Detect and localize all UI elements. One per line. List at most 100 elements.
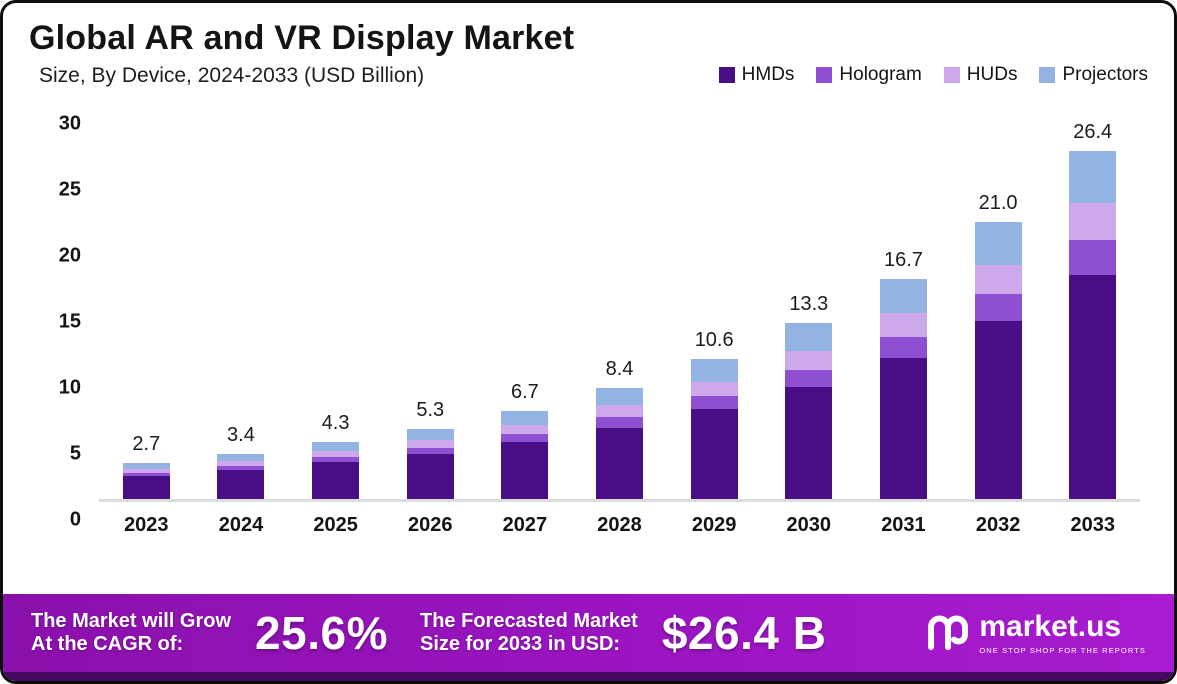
bar-segment-huds-2028	[596, 405, 644, 418]
bar-segment-huds-2023	[122, 468, 170, 473]
x-tick-2031: 2031	[881, 514, 926, 536]
brand-name: market.us	[979, 609, 1122, 643]
x-tick-2025: 2025	[313, 514, 358, 536]
cagr-value: 25.6%	[255, 607, 388, 659]
y-tick-0: 0	[69, 508, 81, 531]
bar-segment-huds-2032	[974, 265, 1022, 295]
cagr-label: The Market will Grow At the CAGR of:	[31, 610, 231, 656]
bar-segment-hmds-2024	[217, 469, 265, 499]
bar-segment-hologram-2027	[501, 434, 549, 443]
bar-segment-hologram-2029	[690, 396, 738, 410]
bar-segment-projectors-2025	[312, 442, 360, 451]
bar-total-label-2030: 13.3	[789, 293, 829, 316]
footer-bottom-strip	[3, 672, 1174, 681]
brand-block: market.us ONE STOP SHOP FOR THE REPORTS	[925, 611, 1146, 656]
cagr-label-line2: At the CAGR of:	[31, 633, 184, 655]
bar-segment-huds-2033	[1069, 203, 1117, 241]
x-tick-2027: 2027	[502, 514, 548, 536]
bar-segment-huds-2030	[785, 351, 833, 370]
bar-column-2028: 8.4	[572, 358, 667, 499]
bar-total-label-2033: 26.4	[1073, 120, 1113, 143]
x-tick-2033: 2033	[1070, 514, 1115, 536]
y-tick-10: 10	[58, 376, 81, 399]
bar-segment-hologram-2026	[406, 447, 454, 455]
chart-area: 0 5 10 15 20 25 30 2.7 3.4 4.3 5.3 6.7 8.4 10.6 13.3 1…	[59, 106, 1140, 531]
x-axis: 2023 2024 2025 2026 2027 2028 2029 2030 2031 2032…	[99, 514, 1140, 537]
bar-segment-hmds-2027	[501, 442, 549, 499]
bars-container: 2.7 3.4 4.3 5.3 6.7 8.4 10.6 13.3 16.7 21.0 26.4	[99, 106, 1140, 499]
bar-segment-projectors-2027	[501, 410, 549, 426]
bar-stack-2023	[122, 463, 170, 499]
marketus-logo-icon	[925, 611, 969, 656]
bar-segment-hmds-2029	[690, 409, 738, 499]
legend-swatch-huds	[943, 67, 960, 83]
bar-segment-hologram-2028	[596, 417, 644, 428]
legend-label: HMDs	[741, 64, 795, 85]
bar-total-label-2027: 6.7	[510, 380, 539, 403]
chart-subtitle: Size, By Device, 2024-2033 (USD Billion)	[39, 64, 425, 87]
bar-total-label-2031: 16.7	[883, 248, 923, 271]
legend-item-huds: HUDs	[943, 64, 1018, 86]
footer-banner: The Market will Grow At the CAGR of: 25.…	[3, 594, 1174, 672]
bar-stack-2026	[406, 429, 454, 499]
bar-column-2023: 2.7	[99, 433, 194, 499]
y-tick-30: 30	[58, 112, 81, 135]
bar-stack-2031	[879, 278, 927, 499]
bar-stack-2029	[690, 359, 738, 499]
bar-total-label-2032: 21.0	[978, 191, 1018, 214]
bar-segment-hologram-2030	[785, 369, 833, 387]
bar-segment-huds-2027	[501, 425, 549, 435]
legend-item-hologram: Hologram	[816, 64, 922, 86]
bar-segment-hologram-2032	[974, 294, 1022, 321]
brand-text: market.us ONE STOP SHOP FOR THE REPORTS	[979, 609, 1146, 655]
legend-swatch-hologram	[816, 67, 833, 83]
legend-label: HUDs	[966, 64, 1018, 85]
bar-segment-hmds-2028	[596, 427, 644, 499]
bar-segment-hmds-2023	[122, 475, 170, 499]
x-tick-2028: 2028	[597, 514, 642, 536]
x-tick-2024: 2024	[218, 514, 264, 536]
bar-column-2033: 26.4	[1045, 121, 1140, 499]
cagr-label-line1: The Market will Grow	[31, 610, 232, 632]
bar-total-label-2024: 3.4	[227, 424, 255, 447]
forecast-label-line2: Size for 2033 in USD:	[419, 633, 621, 655]
bar-segment-hmds-2030	[785, 386, 833, 499]
chart-legend: HMDs Hologram HUDs Projectors	[718, 64, 1148, 88]
bar-segment-projectors-2033	[1069, 150, 1117, 204]
bar-total-label-2029: 10.6	[694, 329, 734, 352]
legend-swatch-hmds	[718, 67, 735, 83]
bar-stack-2027	[501, 410, 549, 499]
brand-tagline: ONE STOP SHOP FOR THE REPORTS	[979, 645, 1146, 655]
x-tick-2030: 2030	[786, 514, 832, 536]
bar-segment-hmds-2033	[1069, 274, 1117, 499]
legend-swatch-projectors	[1039, 67, 1056, 83]
bar-column-2027: 6.7	[478, 381, 573, 499]
forecast-value: $26.4 B	[661, 607, 827, 659]
bar-column-2024: 3.4	[194, 424, 289, 499]
bar-stack-2033	[1069, 150, 1117, 499]
bar-segment-huds-2031	[879, 312, 927, 337]
bar-column-2029: 10.6	[667, 329, 762, 499]
bar-total-label-2025: 4.3	[321, 412, 350, 435]
bar-stack-2030	[785, 323, 833, 499]
bar-segment-hmds-2032	[974, 320, 1022, 499]
legend-label: Projectors	[1062, 64, 1148, 85]
bar-segment-hologram-2031	[879, 336, 927, 358]
chart-main: 0 5 10 15 20 25 30 2.7 3.4 4.3 5.3 6.7 8.4 10.6 13.3 1…	[3, 88, 1174, 594]
bar-segment-projectors-2030	[785, 323, 833, 352]
x-tick-2029: 2029	[691, 514, 737, 536]
x-tick-2032: 2032	[975, 514, 1021, 536]
bar-segment-hologram-2023	[122, 472, 170, 476]
bar-segment-hmds-2026	[406, 454, 454, 499]
bar-stack-2032	[974, 221, 1022, 499]
bar-segment-hologram-2024	[217, 466, 265, 470]
y-tick-25: 25	[58, 178, 81, 201]
bar-column-2025: 4.3	[288, 412, 383, 499]
x-tick-2026: 2026	[407, 514, 453, 536]
bar-segment-huds-2025	[312, 450, 360, 457]
y-tick-20: 20	[58, 244, 81, 267]
bar-segment-hmds-2025	[312, 462, 360, 499]
bar-segment-huds-2029	[690, 381, 738, 397]
bar-segment-hologram-2033	[1069, 240, 1117, 275]
